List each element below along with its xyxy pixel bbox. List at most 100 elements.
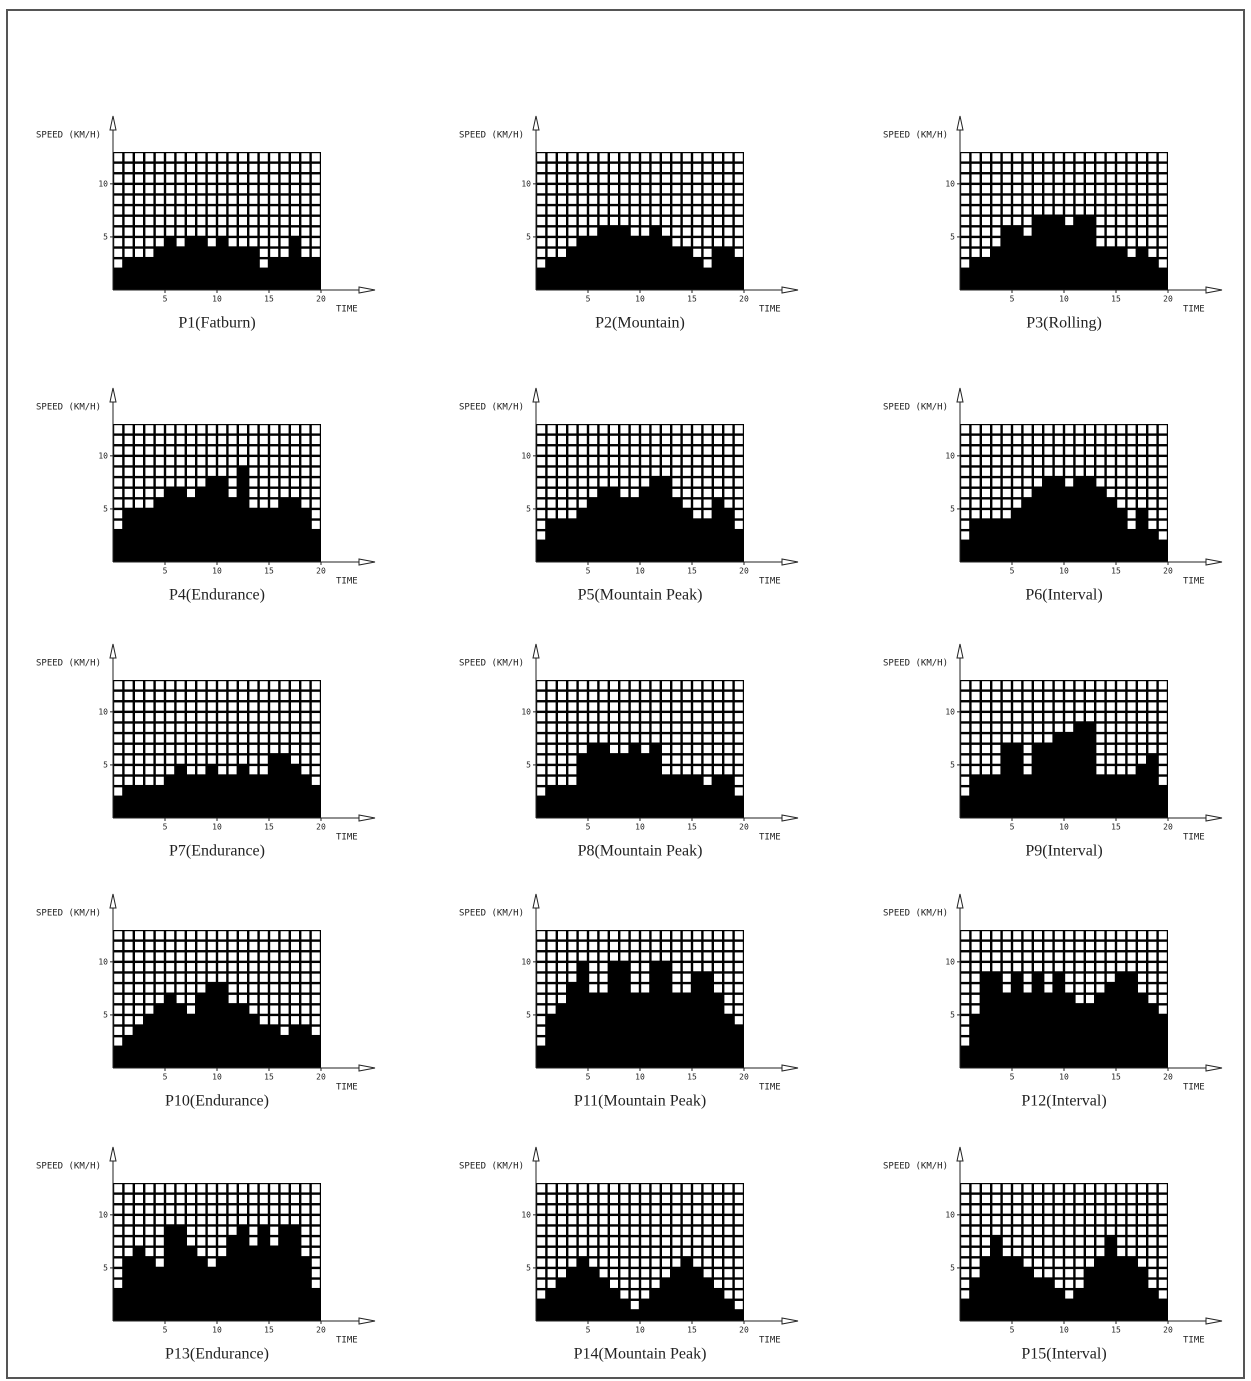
grid-cell <box>114 488 123 498</box>
grid-cell <box>537 499 546 508</box>
grid-cell <box>1138 1194 1146 1204</box>
grid-cell <box>1044 185 1053 194</box>
grid-cell <box>1138 185 1146 194</box>
grid-cell <box>1127 488 1136 498</box>
bar <box>279 1225 290 1321</box>
grid-cell <box>1023 216 1032 226</box>
grid-cell <box>1127 248 1136 257</box>
grid-cell <box>218 755 227 764</box>
x-arrow <box>358 814 376 822</box>
bar <box>619 226 630 290</box>
grid-cell <box>197 702 206 711</box>
bar <box>1084 1004 1096 1068</box>
grid-cell <box>547 691 556 701</box>
grid-cell <box>280 435 289 445</box>
y-arrow <box>532 387 540 403</box>
grid-cell <box>197 1194 206 1204</box>
grid-cell <box>311 510 320 519</box>
bar <box>1084 722 1096 818</box>
grid-cell <box>311 227 320 236</box>
grid-cell <box>537 153 546 162</box>
bar <box>546 1014 557 1068</box>
grid-cell <box>311 1237 320 1246</box>
grid-cell <box>1054 153 1063 162</box>
bar <box>113 268 124 290</box>
grid-cell <box>734 185 743 194</box>
grid-cell <box>259 467 268 476</box>
x-arrow <box>358 1064 376 1072</box>
grid-cell <box>301 216 310 226</box>
bar <box>671 247 682 290</box>
grid-cell <box>166 457 175 466</box>
grid-cell <box>145 766 154 775</box>
grid-cell <box>155 425 164 434</box>
grid-cell <box>558 1216 566 1225</box>
grid-cell <box>547 744 556 754</box>
grid-cell <box>672 691 681 701</box>
grid-cell <box>1002 446 1011 455</box>
grid-cell <box>620 435 629 445</box>
grid-cell <box>589 488 598 498</box>
grid-cell <box>693 952 702 961</box>
grid-cell <box>641 227 650 236</box>
x-tick-label: 10 <box>212 1073 222 1082</box>
grid-cell <box>114 931 123 940</box>
grid-cell <box>724 691 733 701</box>
grid-cell <box>641 1216 650 1225</box>
bar <box>681 775 692 818</box>
grid-cell <box>1158 1237 1167 1246</box>
grid-cell <box>270 227 279 236</box>
grid-cell <box>1117 691 1126 701</box>
grid-cell <box>155 766 164 775</box>
grid-cell <box>114 984 123 993</box>
grid-cell <box>693 227 702 236</box>
bar <box>217 775 228 818</box>
grid-cell <box>291 435 299 445</box>
bar <box>310 1289 321 1321</box>
grid-cell <box>155 216 164 226</box>
grid-cell <box>703 425 712 434</box>
grid-cell <box>724 153 733 162</box>
grid-cell <box>1117 744 1126 754</box>
grid-cell <box>992 457 1001 466</box>
grid-cell <box>992 510 1001 519</box>
grid-cell <box>558 713 566 722</box>
y-tick-label: 5 <box>950 232 955 241</box>
x-axis-label: TIME <box>336 305 358 315</box>
grid-cell <box>187 1216 195 1225</box>
grid-cell <box>724 1258 733 1267</box>
grid-cell <box>682 185 691 194</box>
grid-cell <box>714 206 722 215</box>
grid-cell <box>280 174 289 183</box>
bar <box>556 519 568 562</box>
x-arrow <box>1205 286 1223 294</box>
grid-cell <box>537 1258 546 1267</box>
grid-cell <box>1096 227 1105 236</box>
grid-cell <box>724 435 733 445</box>
grid-cell <box>1054 1247 1063 1257</box>
grid-cell <box>218 227 227 236</box>
grid-cell <box>1023 446 1032 455</box>
grid-cell <box>961 195 970 204</box>
grid-cell <box>1065 425 1074 434</box>
grid-cell <box>641 702 650 711</box>
grid-cell <box>1148 734 1157 743</box>
grid-cell <box>1044 153 1053 162</box>
grid-cell <box>1106 702 1115 711</box>
grid-cell <box>1075 1216 1084 1225</box>
grid-cell <box>961 963 970 972</box>
grid-cell <box>1002 702 1011 711</box>
grid-cell <box>537 1279 546 1288</box>
grid-cell <box>703 713 712 722</box>
grid-cell <box>1086 984 1094 993</box>
grid-cell <box>218 185 227 194</box>
grid-cell <box>124 216 133 226</box>
grid-cell <box>971 681 980 690</box>
grid-cell <box>291 1005 299 1014</box>
bar <box>1043 1278 1054 1321</box>
grid-cell <box>1023 952 1032 961</box>
grid-cell <box>218 931 227 940</box>
grid-cell <box>982 163 990 173</box>
grid-cell <box>1106 195 1115 204</box>
